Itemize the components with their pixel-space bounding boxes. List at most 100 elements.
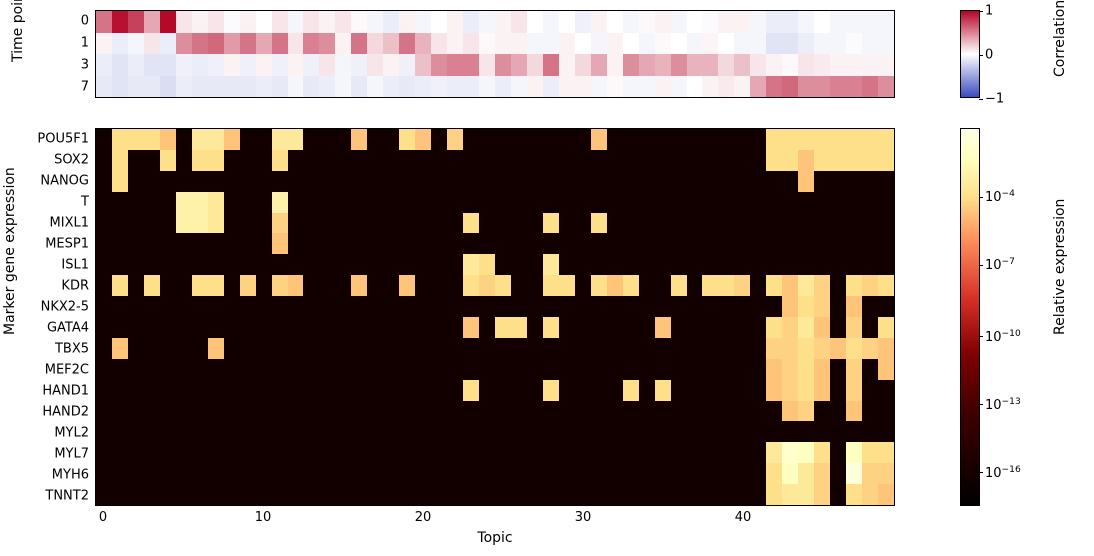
expr-cell — [878, 275, 894, 296]
corr-cell — [208, 54, 224, 76]
expr-cell — [798, 254, 814, 275]
xtick-topic: 0 — [99, 510, 107, 525]
expr-cell — [830, 129, 846, 150]
corr-cell — [511, 11, 527, 33]
expr-cell — [319, 213, 335, 234]
expr-cell — [144, 463, 160, 484]
expr-cell — [479, 338, 495, 359]
corr-cell — [447, 76, 463, 98]
expr-cell — [623, 442, 639, 463]
expr-cell — [176, 129, 192, 150]
expr-cell — [591, 192, 607, 213]
expr-cell — [623, 338, 639, 359]
corr-cell — [559, 33, 575, 55]
expr-cell — [687, 275, 703, 296]
expr-cell — [671, 484, 687, 505]
expr-cell — [575, 401, 591, 422]
corr-cell — [830, 33, 846, 55]
expr-cell — [814, 421, 830, 442]
expr-cell — [862, 338, 878, 359]
expr-cell — [160, 463, 176, 484]
expr-cell — [495, 421, 511, 442]
expr-cell — [671, 338, 687, 359]
expr-cell — [862, 401, 878, 422]
expr-cell — [591, 463, 607, 484]
corr-cell — [734, 76, 750, 98]
ytick-gene: HAND2 — [42, 404, 89, 419]
expr-cell — [591, 401, 607, 422]
corr-cell — [383, 76, 399, 98]
ytick-gene: MYL2 — [54, 425, 89, 440]
expr-cell — [288, 338, 304, 359]
expr-cell — [128, 150, 144, 171]
expr-cell — [399, 192, 415, 213]
expr-cell — [176, 233, 192, 254]
expr-cell — [543, 213, 559, 234]
expr-cell — [846, 359, 862, 380]
expr-cell — [335, 275, 351, 296]
expr-cell — [112, 275, 128, 296]
expr-cell — [160, 380, 176, 401]
expr-cell — [256, 442, 272, 463]
expr-cell — [303, 213, 319, 234]
expr-cell — [766, 359, 782, 380]
expr-cell — [607, 484, 623, 505]
expr-cell — [559, 150, 575, 171]
corr-cell — [256, 76, 272, 98]
expr-cell — [96, 254, 112, 275]
corr-cell — [623, 54, 639, 76]
expr-cell — [671, 421, 687, 442]
expr-cell — [623, 359, 639, 380]
expr-cell — [463, 275, 479, 296]
expr-cell — [655, 150, 671, 171]
corr-cell — [192, 76, 208, 98]
expr-cell — [718, 254, 734, 275]
expr-cell — [862, 463, 878, 484]
corr-cell — [575, 54, 591, 76]
corr-cell — [128, 11, 144, 33]
cbar-tick — [979, 11, 983, 12]
expr-cell — [655, 171, 671, 192]
cbar-tick — [979, 99, 983, 100]
corr-cell — [144, 54, 160, 76]
expr-cell — [591, 442, 607, 463]
expr-cell — [639, 401, 655, 422]
expr-cell — [383, 213, 399, 234]
expr-cell — [288, 380, 304, 401]
corr-cell — [479, 54, 495, 76]
corr-cell — [639, 11, 655, 33]
expr-cell — [543, 442, 559, 463]
expr-cell — [303, 380, 319, 401]
expr-cell — [144, 171, 160, 192]
expr-cell — [351, 359, 367, 380]
expr-cell — [399, 254, 415, 275]
ytick-gene: MYL7 — [54, 446, 89, 461]
expr-cell — [655, 254, 671, 275]
corr-cell — [671, 54, 687, 76]
expr-cell — [878, 442, 894, 463]
corr-cell — [830, 54, 846, 76]
expr-cell — [798, 150, 814, 171]
expr-cell — [782, 380, 798, 401]
expr-cell — [160, 129, 176, 150]
expr-cell — [830, 463, 846, 484]
expr-cell — [335, 192, 351, 213]
expr-cell — [718, 213, 734, 234]
expr-cell — [607, 338, 623, 359]
expr-cell — [814, 192, 830, 213]
corr-cell — [702, 76, 718, 98]
expr-cell — [639, 484, 655, 505]
expr-cell — [160, 359, 176, 380]
expr-cell — [671, 275, 687, 296]
expr-cell — [399, 401, 415, 422]
expr-cell — [798, 233, 814, 254]
expr-cell — [607, 254, 623, 275]
expr-cell — [862, 233, 878, 254]
expr-cell — [288, 171, 304, 192]
expr-cell — [878, 401, 894, 422]
expr-cell — [878, 150, 894, 171]
corr-cell — [479, 11, 495, 33]
corr-cell — [543, 33, 559, 55]
expr-cell — [702, 484, 718, 505]
expr-cell — [399, 233, 415, 254]
